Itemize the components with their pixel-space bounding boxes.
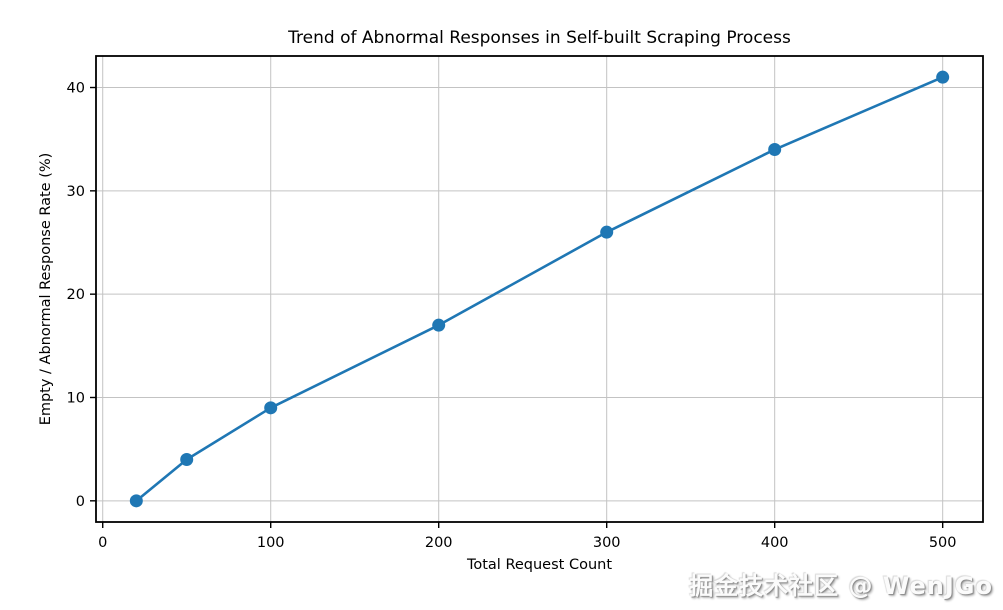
y-tick-label: 30 [67, 184, 85, 200]
axes-spines [95, 55, 984, 523]
data-point [600, 225, 614, 239]
y-tick-label: 40 [67, 81, 85, 97]
y-tick-label: 10 [67, 390, 85, 406]
y-tick-label: 0 [76, 494, 85, 510]
data-point [264, 401, 278, 415]
data-point [768, 143, 782, 157]
x-axis-label: Total Request Count [466, 557, 613, 573]
x-tick-label: 300 [593, 535, 621, 551]
x-tick-label: 500 [929, 535, 957, 551]
x-tick-label: 0 [98, 535, 107, 551]
data-point [936, 70, 950, 84]
watermark: 掘金技术社区 @ WenJGo [689, 572, 993, 600]
data-point [180, 452, 194, 466]
x-tick-label: 100 [257, 535, 285, 551]
x-tick-label: 200 [425, 535, 453, 551]
data-line [135, 75, 944, 503]
data-point [432, 318, 446, 332]
x-tick-label: 400 [761, 535, 789, 551]
data-point [129, 494, 143, 508]
chart-title: Trend of Abnormal Responses in Self-buil… [288, 28, 791, 48]
y-tick-label: 20 [67, 287, 85, 303]
